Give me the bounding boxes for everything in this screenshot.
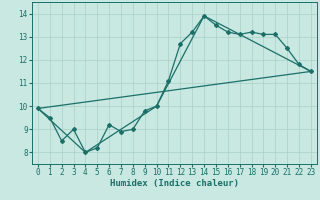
X-axis label: Humidex (Indice chaleur): Humidex (Indice chaleur) (110, 179, 239, 188)
